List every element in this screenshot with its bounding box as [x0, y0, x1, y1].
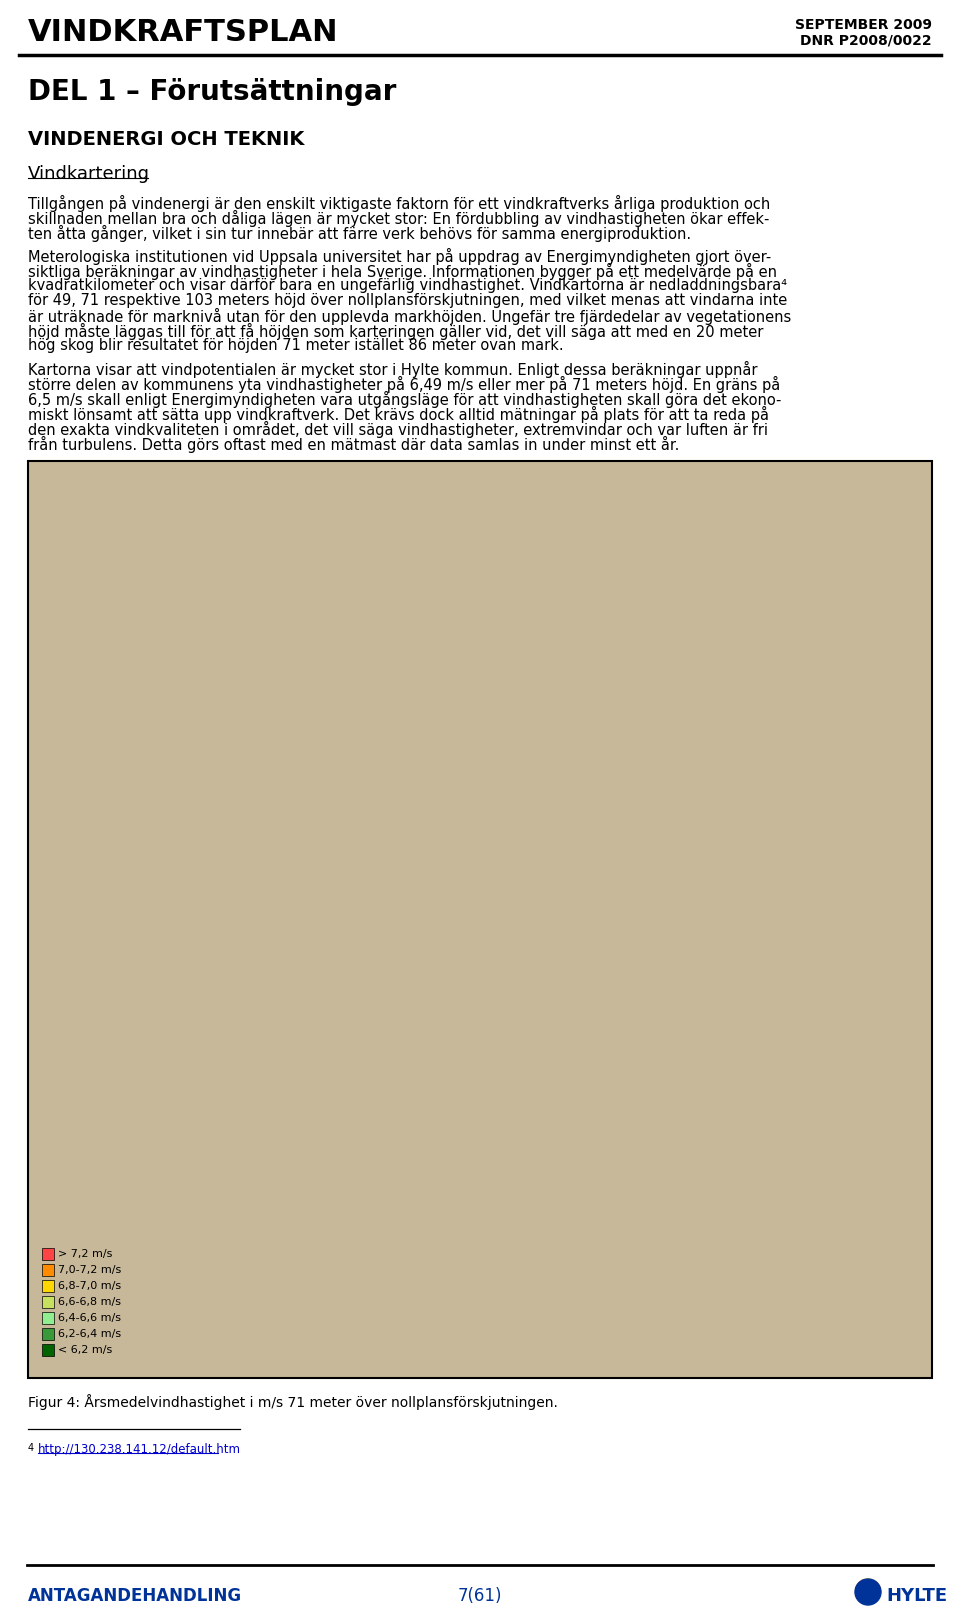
Text: 6,8-7,0 m/s: 6,8-7,0 m/s [58, 1281, 121, 1290]
Text: 6,6-6,8 m/s: 6,6-6,8 m/s [58, 1297, 121, 1307]
Circle shape [855, 1579, 881, 1605]
Text: > 7,2 m/s: > 7,2 m/s [58, 1250, 112, 1260]
Text: Vindkartering: Vindkartering [28, 165, 150, 183]
Ellipse shape [861, 1579, 875, 1587]
Text: skillnaden mellan bra och dåliga lägen är mycket stor: En fördubbling av vindhas: skillnaden mellan bra och dåliga lägen ä… [28, 211, 769, 227]
Bar [42, 1264, 54, 1276]
Bar [42, 1248, 54, 1260]
Bar [42, 1281, 54, 1292]
Text: VINDENERGI OCH TEKNIK: VINDENERGI OCH TEKNIK [28, 130, 304, 149]
Bar [28, 460, 932, 1378]
Text: 4: 4 [28, 1443, 35, 1452]
Text: är uträknade för marknivå utan för den upplevda markhöjden. Ungefär tre fjärdede: är uträknade för marknivå utan för den u… [28, 308, 791, 326]
Text: Figur 4: Årsmedelvindhastighet i m/s 71 meter över nollplansförskjutningen.: Figur 4: Årsmedelvindhastighet i m/s 71 … [28, 1394, 558, 1410]
Text: ten åtta gånger, vilket i sin tur innebär att färre verk behövs för samma energi: ten åtta gånger, vilket i sin tur innebä… [28, 225, 691, 242]
Bar [42, 1328, 54, 1341]
Text: kvadratkilometer och visar därför bara en ungefärlig vindhastighet. Vindkartorna: kvadratkilometer och visar därför bara e… [28, 277, 787, 293]
Ellipse shape [855, 1584, 863, 1595]
Text: DNR P2008/0022: DNR P2008/0022 [801, 32, 932, 47]
Text: HYLTE: HYLTE [886, 1587, 948, 1605]
Text: Meterologiska institutionen vid Uppsala universitet har på uppdrag av Energimynd: Meterologiska institutionen vid Uppsala … [28, 248, 771, 264]
Text: 6,2-6,4 m/s: 6,2-6,4 m/s [58, 1329, 121, 1339]
Text: 7,0-7,2 m/s: 7,0-7,2 m/s [58, 1264, 121, 1276]
Text: 6,4-6,6 m/s: 6,4-6,6 m/s [58, 1313, 121, 1323]
Text: den exakta vindkvaliteten i området, det vill säga vindhastigheter, extremvindar: den exakta vindkvaliteten i området, det… [28, 421, 768, 438]
Bar [42, 1344, 54, 1357]
Text: VINDKRAFTSPLAN: VINDKRAFTSPLAN [28, 18, 339, 47]
Text: 6,5 m/s skall enligt Energimyndigheten vara utgångsläge för att vindhastigheten : 6,5 m/s skall enligt Energimyndigheten v… [28, 391, 781, 408]
Text: miskt lönsamt att sätta upp vindkraftverk. Det krävs dock alltid mätningar på pl: miskt lönsamt att sätta upp vindkraftver… [28, 405, 769, 423]
Text: Kartorna visar att vindpotentialen är mycket stor i Hylte kommun. Enligt dessa b: Kartorna visar att vindpotentialen är my… [28, 361, 757, 378]
Text: SEPTEMBER 2009: SEPTEMBER 2009 [795, 18, 932, 32]
Text: ANTAGANDEHANDLING: ANTAGANDEHANDLING [28, 1587, 242, 1605]
Ellipse shape [873, 1584, 880, 1595]
Ellipse shape [869, 1580, 880, 1592]
Text: höjd måste läggas till för att få höjden som karteringen gäller vid, det vill sä: höjd måste läggas till för att få höjden… [28, 323, 763, 340]
Text: Tillgången på vindenergi är den enskilt viktigaste faktorn för ett vindkraftverk: Tillgången på vindenergi är den enskilt … [28, 195, 770, 212]
Bar [42, 1311, 54, 1324]
Text: siktliga beräkningar av vindhastigheter i hela Sverige. Informationen bygger på : siktliga beräkningar av vindhastigheter … [28, 263, 777, 280]
Text: < 6,2 m/s: < 6,2 m/s [58, 1345, 112, 1355]
Text: 7(61): 7(61) [458, 1587, 502, 1605]
Text: större delen av kommunens yta vindhastigheter på 6,49 m/s eller mer på 71 meters: större delen av kommunens yta vindhastig… [28, 376, 780, 392]
Ellipse shape [856, 1580, 867, 1592]
Text: hög skog blir resultatet för höjden 71 meter istället 86 meter ovan mark.: hög skog blir resultatet för höjden 71 m… [28, 339, 564, 353]
Bar [42, 1297, 54, 1308]
Text: http://130.238.141.12/default.htm: http://130.238.141.12/default.htm [38, 1443, 241, 1456]
Text: DEL 1 – Förutsättningar: DEL 1 – Förutsättningar [28, 78, 396, 105]
Text: från turbulens. Detta görs oftast med en mätmast där data samlas in under minst : från turbulens. Detta görs oftast med en… [28, 436, 680, 452]
Text: för 49, 71 respektive 103 meters höjd över nollplansförskjutningen, med vilket m: för 49, 71 respektive 103 meters höjd öv… [28, 293, 787, 308]
